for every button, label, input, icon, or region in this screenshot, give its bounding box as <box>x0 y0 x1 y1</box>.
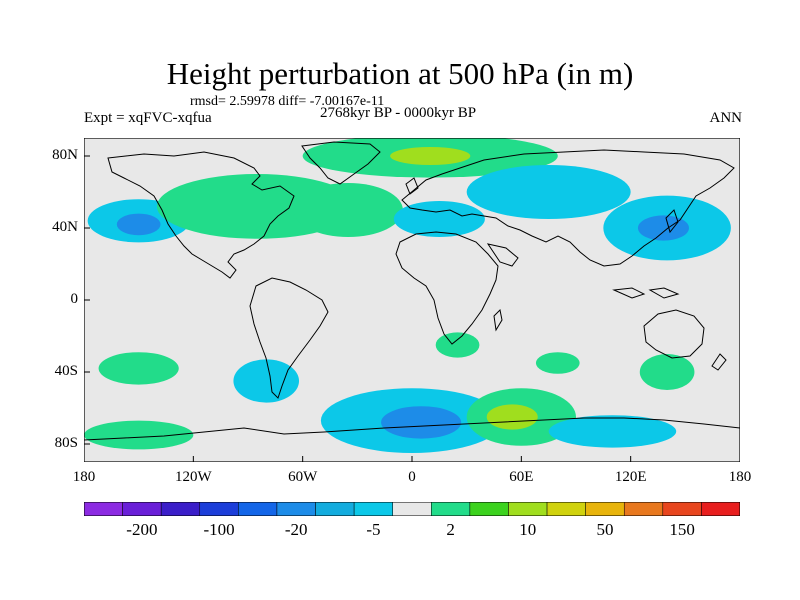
colorbar-label: 150 <box>669 520 695 539</box>
period-label: 2768kyr BP - 0000kyr BP <box>320 105 477 121</box>
x-tick-label: 60W <box>288 469 318 485</box>
colorbar-box <box>315 502 355 516</box>
colorbar-label: -5 <box>366 520 381 539</box>
colorbar-box <box>508 502 548 516</box>
field-east-asia-low-core <box>637 215 689 241</box>
colorbar-box <box>160 502 201 516</box>
coast-africa <box>395 231 499 345</box>
experiment-label: Expt = xqFVC-xqfua <box>84 110 212 126</box>
field-europe-low <box>393 201 485 237</box>
colorbar-box <box>84 502 123 516</box>
field-antarctic-low <box>548 415 677 448</box>
x-tick-label: 120E <box>614 469 647 485</box>
x-tick-label: 0 <box>408 469 416 485</box>
coast-japan <box>665 209 679 234</box>
field-pacific-south-high <box>98 352 179 385</box>
coast-north-america <box>107 151 295 279</box>
colorbar-box <box>431 502 471 516</box>
field-antarctic-high-west <box>84 420 194 450</box>
colorbar-box <box>122 502 162 516</box>
season-label: ANN <box>709 110 743 126</box>
y-tick-label: 40N <box>52 219 78 235</box>
field-north-atlantic-high <box>293 183 403 237</box>
field-indian-high <box>535 352 580 374</box>
coastlines <box>84 141 740 441</box>
chart-title: Height perturbation at 500 hPa (in m) <box>166 56 634 91</box>
field-australia-high <box>639 354 695 390</box>
colorbar <box>84 502 740 516</box>
colorbar-box <box>238 502 278 516</box>
coast-antarctica <box>84 417 740 441</box>
colorbar-box <box>199 502 239 516</box>
colorbar-box <box>585 502 625 516</box>
colorbar-box <box>276 502 316 516</box>
colorbar-box <box>353 502 393 516</box>
stats-text: rmsd= 2.59978 diff= -7.00167e-11 <box>190 94 385 109</box>
colorbar-label: -200 <box>126 520 158 539</box>
x-tick-label: 180 <box>728 469 752 485</box>
colorbar-box <box>701 502 740 516</box>
colorbar-label: 2 <box>446 520 455 539</box>
colorbar-box <box>623 502 664 516</box>
colorbar-box <box>469 502 509 516</box>
colorbar-box <box>662 502 702 516</box>
coast-australia <box>643 309 705 359</box>
x-tick-label: 60E <box>509 469 534 485</box>
colorbar-label: 50 <box>596 520 614 539</box>
contour-fields <box>84 138 731 453</box>
coast-british-isles <box>405 177 419 195</box>
colorbar-box <box>392 502 432 516</box>
field-arctic-high-core <box>390 147 471 165</box>
coast-south-america <box>249 277 329 399</box>
y-tick-label: 80N <box>52 147 78 163</box>
coast-madagascar <box>493 308 503 332</box>
coast-indonesia <box>612 287 680 299</box>
x-tick-label: 180 <box>72 469 96 485</box>
field-southern-ocean-high-core <box>486 404 538 430</box>
field-south-pacific-low <box>233 359 300 403</box>
colorbar-label: -20 <box>284 520 308 539</box>
coast-eurasia <box>401 149 735 267</box>
map-panel <box>84 138 740 462</box>
field-south-atlantic-high <box>435 332 480 358</box>
coast-arabia <box>486 243 519 267</box>
field-siberia-low <box>466 165 631 219</box>
field-southern-ocean-low-core <box>381 406 462 439</box>
y-tick-label: 0 <box>70 291 79 307</box>
x-tick-label: 120W <box>174 469 212 485</box>
coast-new-zealand <box>711 353 727 371</box>
y-tick-label: 40S <box>54 363 78 379</box>
field-north-pacific-low-core <box>116 213 161 236</box>
colorbar-label: 10 <box>519 520 537 539</box>
colorbar-label: -100 <box>203 520 235 539</box>
coast-greenland <box>301 141 381 185</box>
y-tick-label: 80S <box>54 435 78 451</box>
colorbar-box <box>546 502 586 516</box>
